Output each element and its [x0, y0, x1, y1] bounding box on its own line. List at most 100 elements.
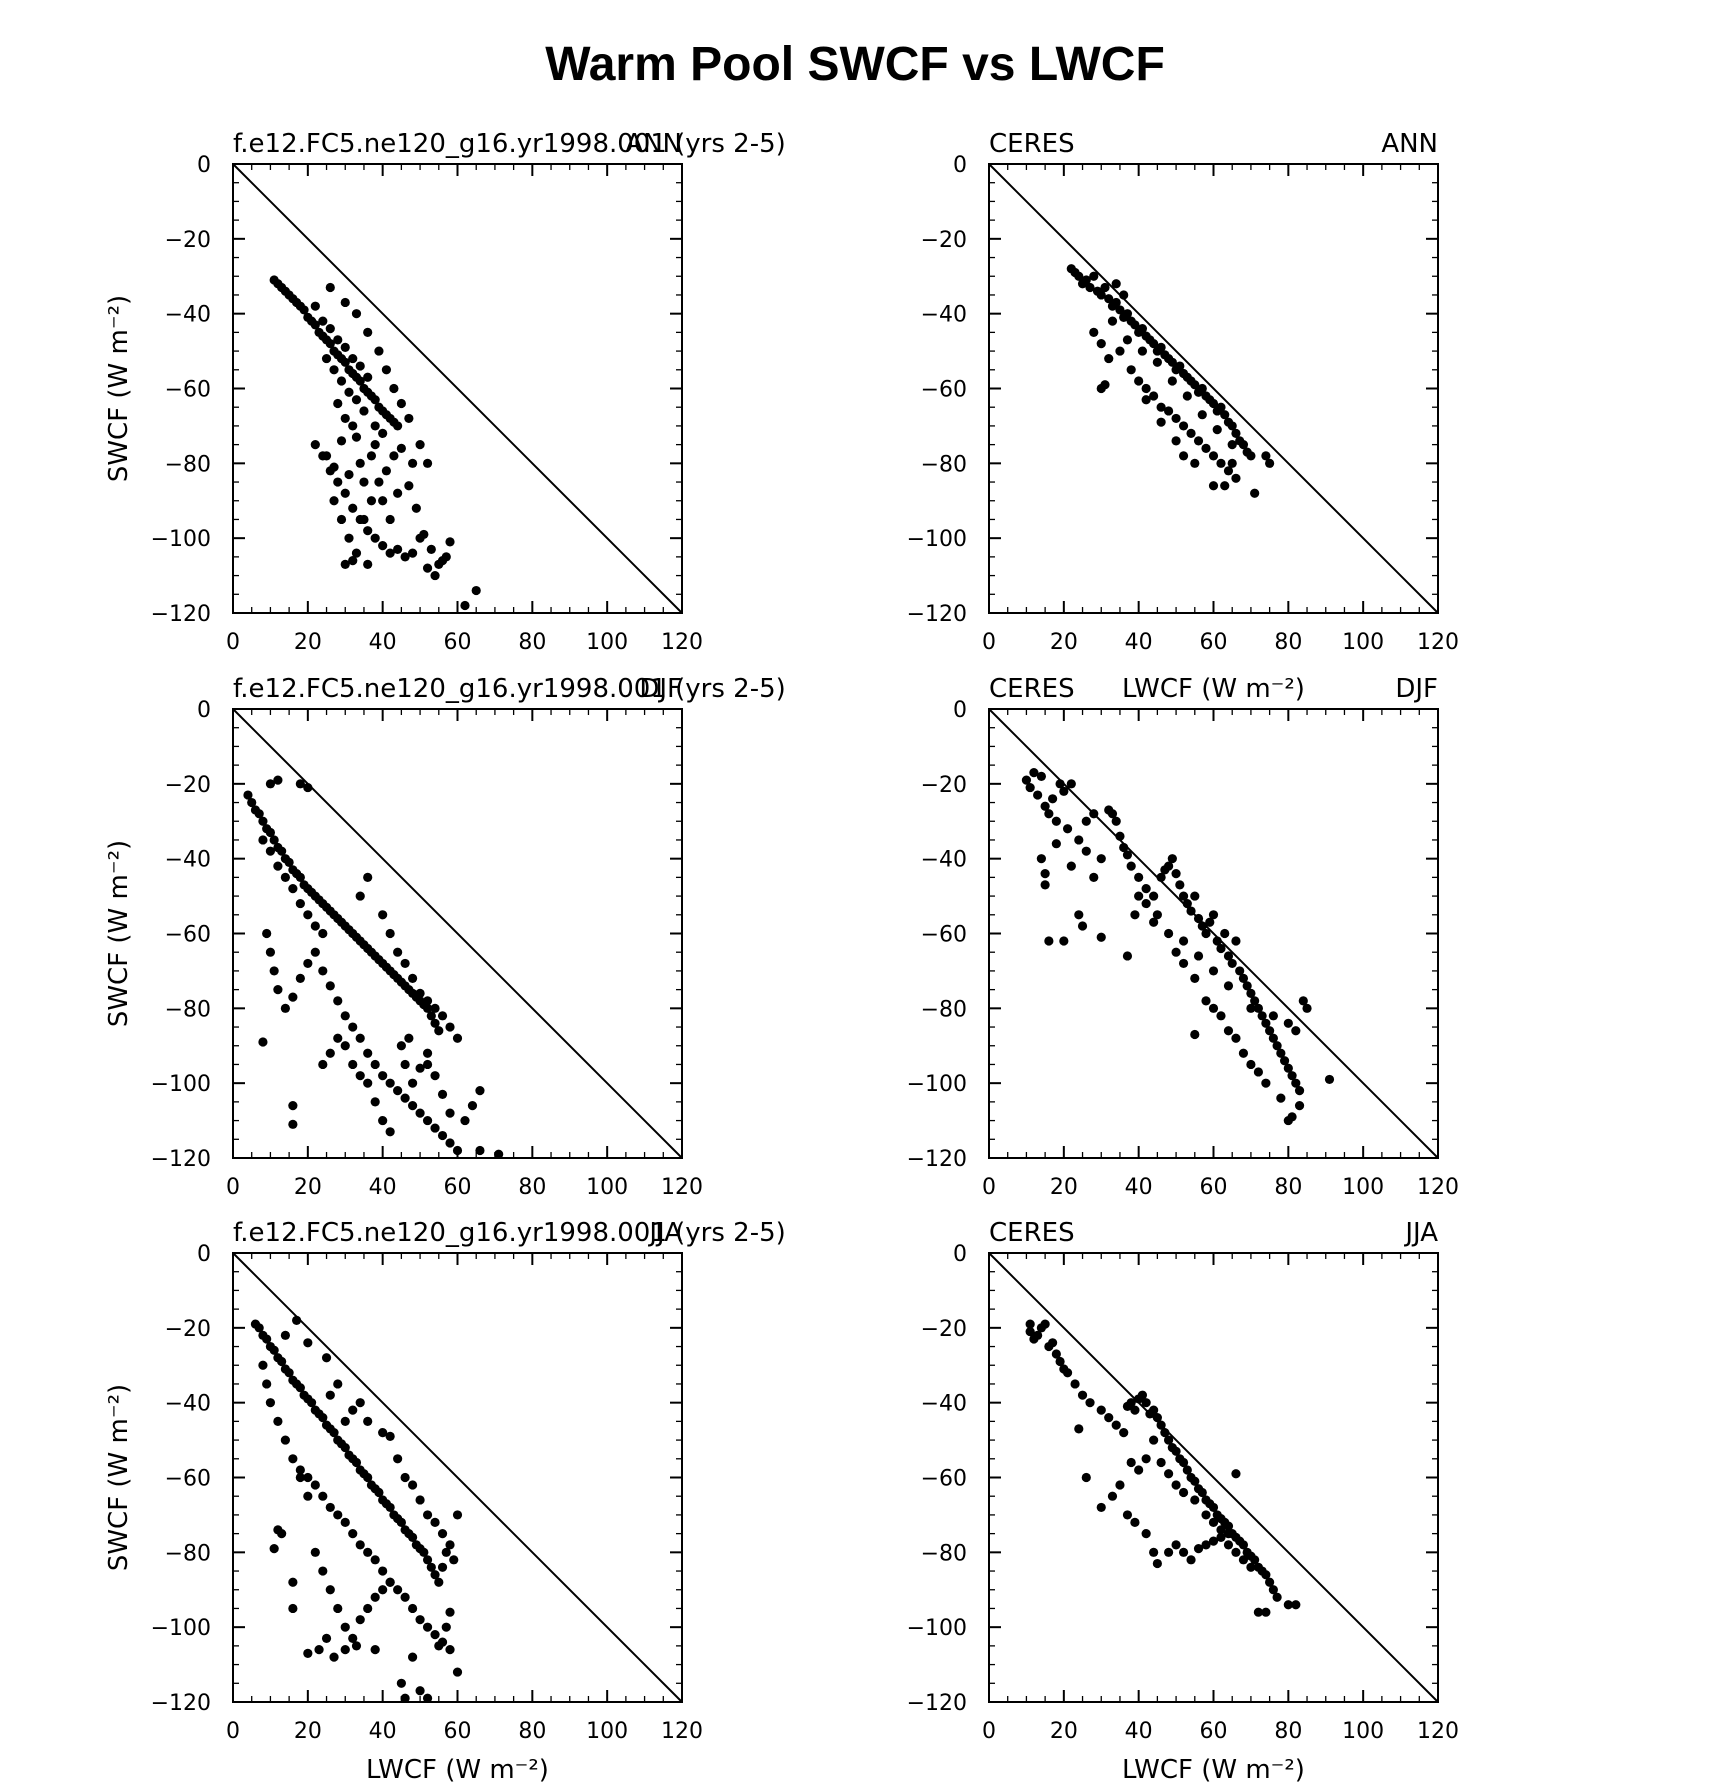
- data-point: [1261, 1607, 1271, 1617]
- data-point: [1119, 842, 1129, 853]
- scatter-points: [250, 1315, 463, 1703]
- data-point: [1178, 451, 1189, 461]
- data-point: [1298, 996, 1308, 1006]
- data-point: [363, 1547, 373, 1557]
- panel-left-label: f.e12.FC5.ne120_g16.yr1998.001 (yrs 2-5): [233, 674, 786, 704]
- data-point: [1156, 342, 1166, 352]
- data-point: [355, 376, 365, 386]
- data-point: [437, 1562, 448, 1572]
- x-tick-label: 0: [226, 1719, 240, 1744]
- data-point: [254, 1323, 264, 1333]
- data-point: [333, 398, 343, 409]
- y-tick-label: −100: [907, 1616, 967, 1641]
- data-point: [273, 1416, 283, 1426]
- data-point: [1156, 1457, 1166, 1468]
- data-point: [1190, 1029, 1200, 1040]
- data-point: [1115, 305, 1125, 315]
- data-point: [1152, 1558, 1162, 1569]
- data-point: [340, 297, 350, 308]
- data-point: [1137, 346, 1148, 356]
- data-point: [310, 440, 320, 450]
- data-point: [1182, 898, 1192, 909]
- data-point: [422, 1115, 433, 1126]
- data-point: [1066, 861, 1076, 871]
- data-point: [1055, 1356, 1065, 1367]
- data-point: [265, 827, 276, 838]
- x-tick-label: 40: [1125, 1175, 1153, 1200]
- data-point: [1134, 872, 1144, 882]
- data-point: [385, 1078, 395, 1088]
- data-point: [1107, 1491, 1118, 1501]
- data-point: [430, 1123, 440, 1133]
- data-point: [1048, 794, 1058, 804]
- data-point: [1178, 421, 1189, 431]
- data-point: [396, 1678, 406, 1688]
- data-point: [393, 1454, 403, 1464]
- data-point: [277, 1356, 287, 1367]
- data-point: [277, 846, 287, 856]
- data-point: [1025, 782, 1035, 793]
- data-point: [1051, 839, 1061, 849]
- x-tick-label: 100: [1342, 630, 1384, 655]
- data-point: [445, 537, 455, 547]
- data-point: [422, 996, 433, 1006]
- data-point: [303, 1472, 313, 1483]
- data-point: [1164, 928, 1174, 939]
- y-tick-label: −40: [921, 1392, 967, 1417]
- data-point: [355, 1033, 365, 1043]
- y-tick-label: −60: [921, 1467, 967, 1492]
- data-point: [422, 1048, 433, 1058]
- data-point: [1223, 1540, 1234, 1550]
- data-point: [363, 327, 373, 337]
- data-point: [1208, 451, 1219, 461]
- data-point: [415, 1108, 425, 1118]
- data-point: [1171, 436, 1181, 446]
- data-point: [1040, 801, 1050, 811]
- data-point: [310, 947, 320, 957]
- data-point: [363, 526, 373, 536]
- data-point: [280, 1330, 290, 1340]
- x-tick-label: 20: [294, 1719, 322, 1744]
- data-point: [1231, 1469, 1241, 1479]
- data-point: [404, 1033, 414, 1043]
- x-tick-label: 120: [661, 1719, 703, 1744]
- data-point: [363, 372, 373, 382]
- data-point: [1171, 947, 1181, 957]
- data-point: [321, 1633, 332, 1643]
- data-point: [370, 1645, 380, 1655]
- data-point: [1044, 936, 1054, 946]
- data-point: [378, 1115, 388, 1126]
- data-point: [408, 1480, 418, 1490]
- data-point: [1246, 1059, 1256, 1070]
- data-point: [1107, 809, 1118, 819]
- x-tick-label: 0: [226, 1175, 240, 1200]
- data-point: [1178, 891, 1189, 901]
- data-point: [1190, 891, 1200, 901]
- data-point: [1134, 1465, 1144, 1475]
- data-point: [430, 570, 440, 581]
- data-point: [471, 585, 481, 596]
- data-point: [1201, 996, 1211, 1006]
- data-point: [434, 559, 444, 569]
- panel-left-label: CERES: [989, 129, 1075, 159]
- data-point: [273, 985, 283, 995]
- x-tick-label: 60: [444, 1719, 472, 1744]
- data-point: [1208, 966, 1219, 976]
- data-point: [1265, 1577, 1275, 1587]
- data-point: [355, 1615, 365, 1625]
- data-point: [351, 548, 362, 558]
- data-point: [1283, 1018, 1293, 1028]
- data-point: [1246, 1003, 1256, 1013]
- y-tick-label: −120: [907, 602, 967, 627]
- data-point: [1238, 1555, 1249, 1565]
- data-point: [1164, 1469, 1174, 1479]
- reference-line: [232, 1252, 683, 1703]
- data-point: [351, 1457, 362, 1468]
- data-point: [1294, 1086, 1305, 1096]
- data-point: [1122, 1510, 1133, 1520]
- data-point: [430, 1018, 440, 1028]
- data-point: [1268, 1011, 1278, 1021]
- data-point: [325, 339, 335, 349]
- data-point: [1186, 1555, 1196, 1565]
